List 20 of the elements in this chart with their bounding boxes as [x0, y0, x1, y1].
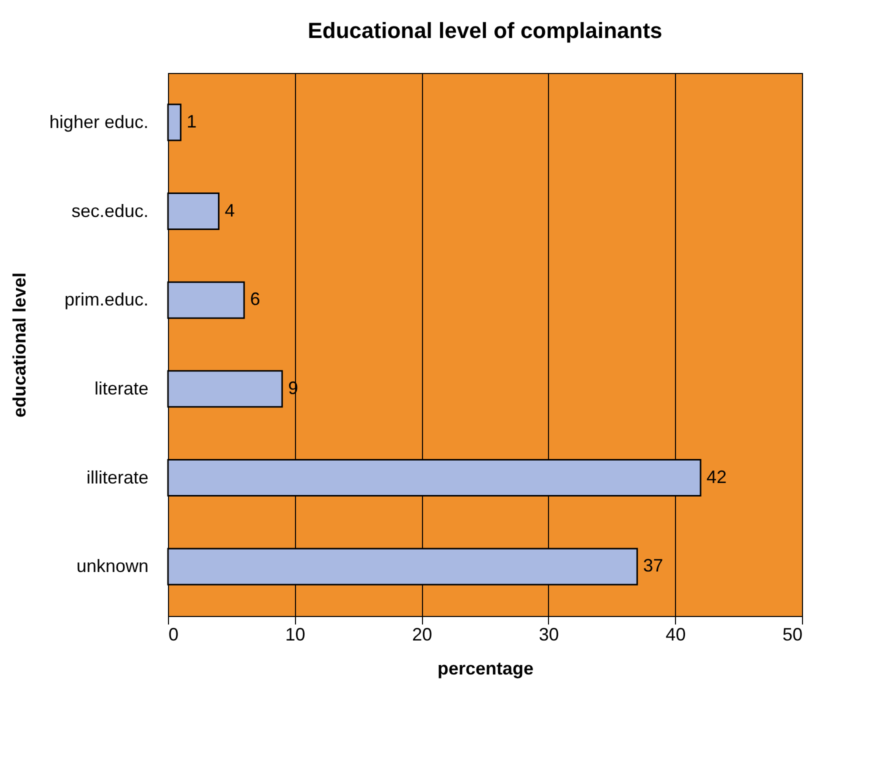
- x-tick-label: 10: [285, 624, 306, 644]
- x-tick-label: 40: [666, 624, 686, 644]
- y-tick-label: illiterate: [86, 467, 148, 488]
- y-tick-label: prim.educ.: [64, 290, 148, 310]
- data-label: 1: [186, 111, 197, 132]
- y-axis-title: educational level: [9, 272, 30, 418]
- data-label: 37: [643, 556, 664, 576]
- data-label: 42: [706, 466, 727, 487]
- y-tick-label: unknown: [76, 556, 148, 576]
- x-tick-label: 0: [168, 624, 179, 644]
- x-tick-label: 50: [782, 624, 802, 644]
- y-tick-label: literate: [94, 378, 148, 398]
- chart-title: Educational level of complainants: [308, 18, 662, 43]
- data-label: 6: [250, 289, 260, 310]
- y-tick-label: higher educ.: [49, 112, 148, 132]
- x-tick-label: 20: [412, 624, 432, 644]
- data-label: 4: [224, 200, 235, 220]
- x-tick-label: 30: [538, 624, 559, 644]
- y-tick-label: sec.educ.: [71, 200, 148, 221]
- x-axis-title: percentage: [437, 658, 534, 678]
